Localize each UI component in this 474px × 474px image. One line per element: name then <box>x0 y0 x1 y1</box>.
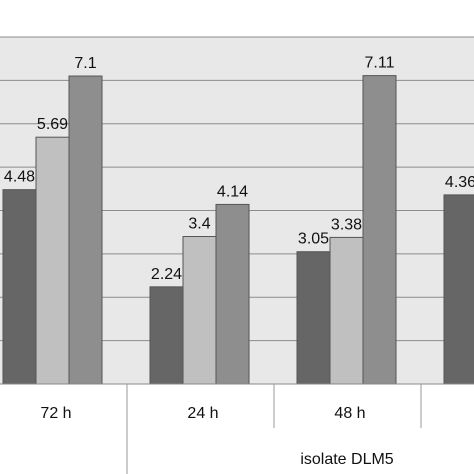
bar <box>443 194 474 385</box>
value-labels: 4.48 2.24 3.05 4.36 5.69 3.4 3.38 7.1 4.14 7.11 <box>4 55 474 283</box>
data-label: 3.38 <box>331 216 362 233</box>
bar <box>182 236 217 385</box>
bar <box>215 203 250 385</box>
x-tick-label: 24 h <box>187 405 218 422</box>
x-tick-label: 72 h <box>40 405 71 422</box>
data-label: 7.1 <box>74 55 96 72</box>
data-label: 3.05 <box>298 231 329 248</box>
bar <box>68 75 103 385</box>
data-label: 5.69 <box>37 116 68 133</box>
x-axis: 72 h 24 h 48 h isolate DLM5 <box>40 384 422 474</box>
x-group-label: isolate DLM5 <box>300 451 393 468</box>
bar <box>2 189 37 385</box>
bar <box>329 236 364 385</box>
bar <box>149 286 184 385</box>
data-label: 4.14 <box>217 183 248 200</box>
bars <box>2 75 474 385</box>
data-label: 4.48 <box>4 169 35 186</box>
x-tick-label: 48 h <box>334 405 365 422</box>
data-label: 4.36 <box>445 174 474 191</box>
bar <box>362 75 397 385</box>
data-label: 3.4 <box>188 216 210 233</box>
bar <box>35 136 70 385</box>
data-label: 7.11 <box>365 55 395 72</box>
bar <box>296 251 331 385</box>
data-label: 2.24 <box>151 266 182 283</box>
